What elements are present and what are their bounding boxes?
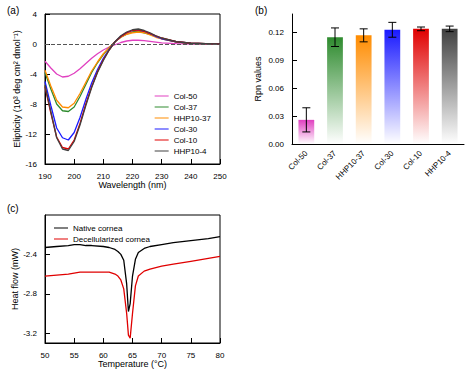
svg-text:-2.4: -2.4 (23, 250, 37, 259)
svg-text:230: 230 (155, 172, 169, 181)
svg-text:210: 210 (97, 172, 111, 181)
svg-text:HHP10-37: HHP10-37 (174, 114, 212, 123)
svg-text:Col-50: Col-50 (174, 92, 198, 101)
svg-text:Temperature (°C): Temperature (°C) (98, 359, 167, 369)
svg-text:4: 4 (33, 10, 38, 19)
svg-text:55: 55 (70, 351, 79, 360)
svg-text:Elipticity (10³ deg cm² dmol⁻¹: Elipticity (10³ deg cm² dmol⁻¹) (12, 30, 22, 148)
svg-text:HHP10-4: HHP10-4 (423, 148, 453, 178)
svg-text:240: 240 (184, 172, 198, 181)
svg-text:Col-37: Col-37 (315, 148, 338, 171)
svg-text:Decellularized cornea: Decellularized cornea (73, 235, 150, 244)
svg-text:75: 75 (186, 351, 195, 360)
svg-text:Col-30: Col-30 (174, 125, 198, 134)
svg-text:Col-10: Col-10 (174, 136, 198, 145)
svg-text:HHP10-37: HHP10-37 (334, 148, 367, 181)
svg-text:-2.8: -2.8 (23, 289, 37, 298)
svg-text:Col-37: Col-37 (174, 103, 198, 112)
svg-text:Heat flow (mW): Heat flow (mW) (10, 248, 20, 310)
svg-text:Wavelength (nm): Wavelength (nm) (98, 180, 166, 190)
svg-text:70: 70 (157, 351, 166, 360)
svg-text:(c): (c) (7, 203, 19, 214)
svg-text:(a): (a) (7, 5, 19, 16)
svg-text:60: 60 (99, 351, 108, 360)
svg-text:0.12: 0.12 (268, 28, 284, 37)
svg-text:220: 220 (126, 172, 140, 181)
svg-text:0.06: 0.06 (268, 84, 284, 93)
svg-text:Native cornea: Native cornea (73, 224, 123, 233)
svg-text:80: 80 (216, 351, 225, 360)
svg-text:250: 250 (213, 172, 227, 181)
svg-text:Col-50: Col-50 (287, 148, 310, 171)
svg-text:200: 200 (67, 172, 81, 181)
svg-text:65: 65 (128, 351, 137, 360)
svg-text:HHP10-4: HHP10-4 (174, 147, 207, 156)
svg-text:-12: -12 (25, 130, 37, 139)
svg-text:50: 50 (41, 351, 50, 360)
svg-text:Col-10: Col-10 (401, 148, 424, 171)
svg-text:190: 190 (38, 172, 52, 181)
svg-text:-16: -16 (25, 160, 37, 169)
svg-text:0.00: 0.00 (268, 140, 284, 149)
svg-text:Col-30: Col-30 (373, 148, 396, 171)
svg-text:0: 0 (33, 40, 38, 49)
svg-text:-4: -4 (30, 70, 38, 79)
svg-text:-8: -8 (30, 100, 38, 109)
svg-text:-3.2: -3.2 (23, 329, 37, 338)
svg-text:Rpn values: Rpn values (253, 56, 263, 102)
svg-text:0.09: 0.09 (268, 56, 284, 65)
svg-text:0.03: 0.03 (268, 112, 284, 121)
svg-text:(b): (b) (255, 5, 267, 16)
